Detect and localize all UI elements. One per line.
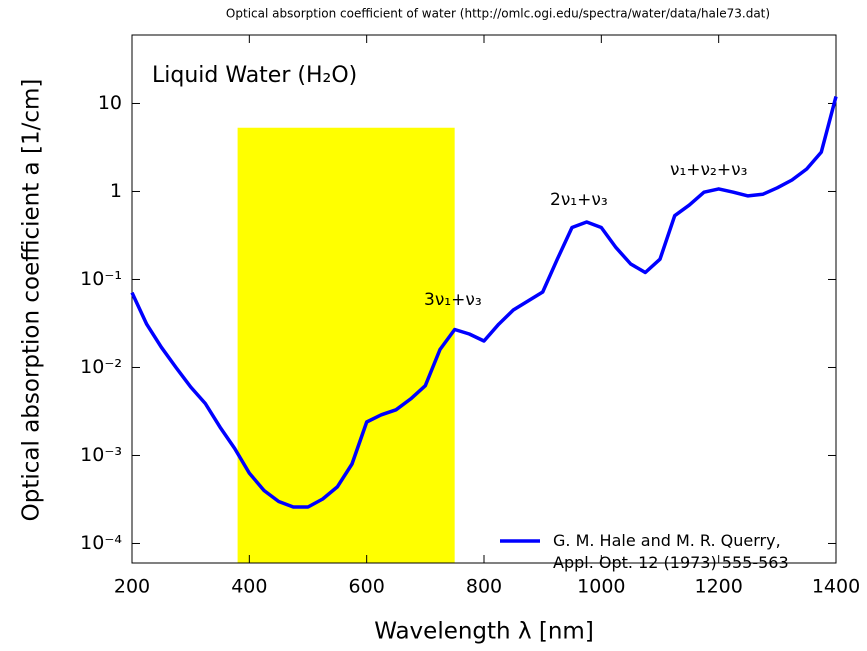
y-tick-label: 10 bbox=[98, 92, 122, 114]
data-line bbox=[130, 96, 838, 509]
annotation: 3ν₁+ν₃ bbox=[424, 290, 482, 310]
legend-label: G. M. Hale and M. R. Querry, Appl. Opt. … bbox=[553, 531, 789, 572]
x-tick-label: 1200 bbox=[694, 576, 742, 598]
x-tick-label: 1400 bbox=[812, 576, 860, 598]
x-tick-label: 800 bbox=[466, 576, 502, 598]
source-note: Optical absorption coefficient of water … bbox=[226, 7, 770, 21]
x-axis-label: Wavelength λ [nm] bbox=[374, 619, 594, 645]
y-tick-label: 10⁻⁴ bbox=[80, 532, 122, 554]
x-tick-label: 200 bbox=[114, 576, 150, 598]
x-tick-label: 600 bbox=[349, 576, 385, 598]
y-tick-label: 10⁻¹ bbox=[80, 268, 122, 290]
plot-title: Liquid Water (H₂O) bbox=[152, 63, 357, 88]
x-tick-label: 1000 bbox=[577, 576, 625, 598]
y-tick-label: 1 bbox=[110, 180, 122, 202]
annotation: ν₁+ν₂+ν₃ bbox=[670, 160, 747, 180]
y-tick-label: 10⁻² bbox=[80, 356, 122, 378]
y-axis-label: Optical absorption coefficient a [1/cm] bbox=[19, 79, 45, 522]
highlight-band bbox=[237, 127, 455, 564]
y-tick-label: 10⁻³ bbox=[80, 444, 122, 466]
x-tick-label: 400 bbox=[231, 576, 267, 598]
annotation: 2ν₁+ν₃ bbox=[550, 190, 608, 210]
